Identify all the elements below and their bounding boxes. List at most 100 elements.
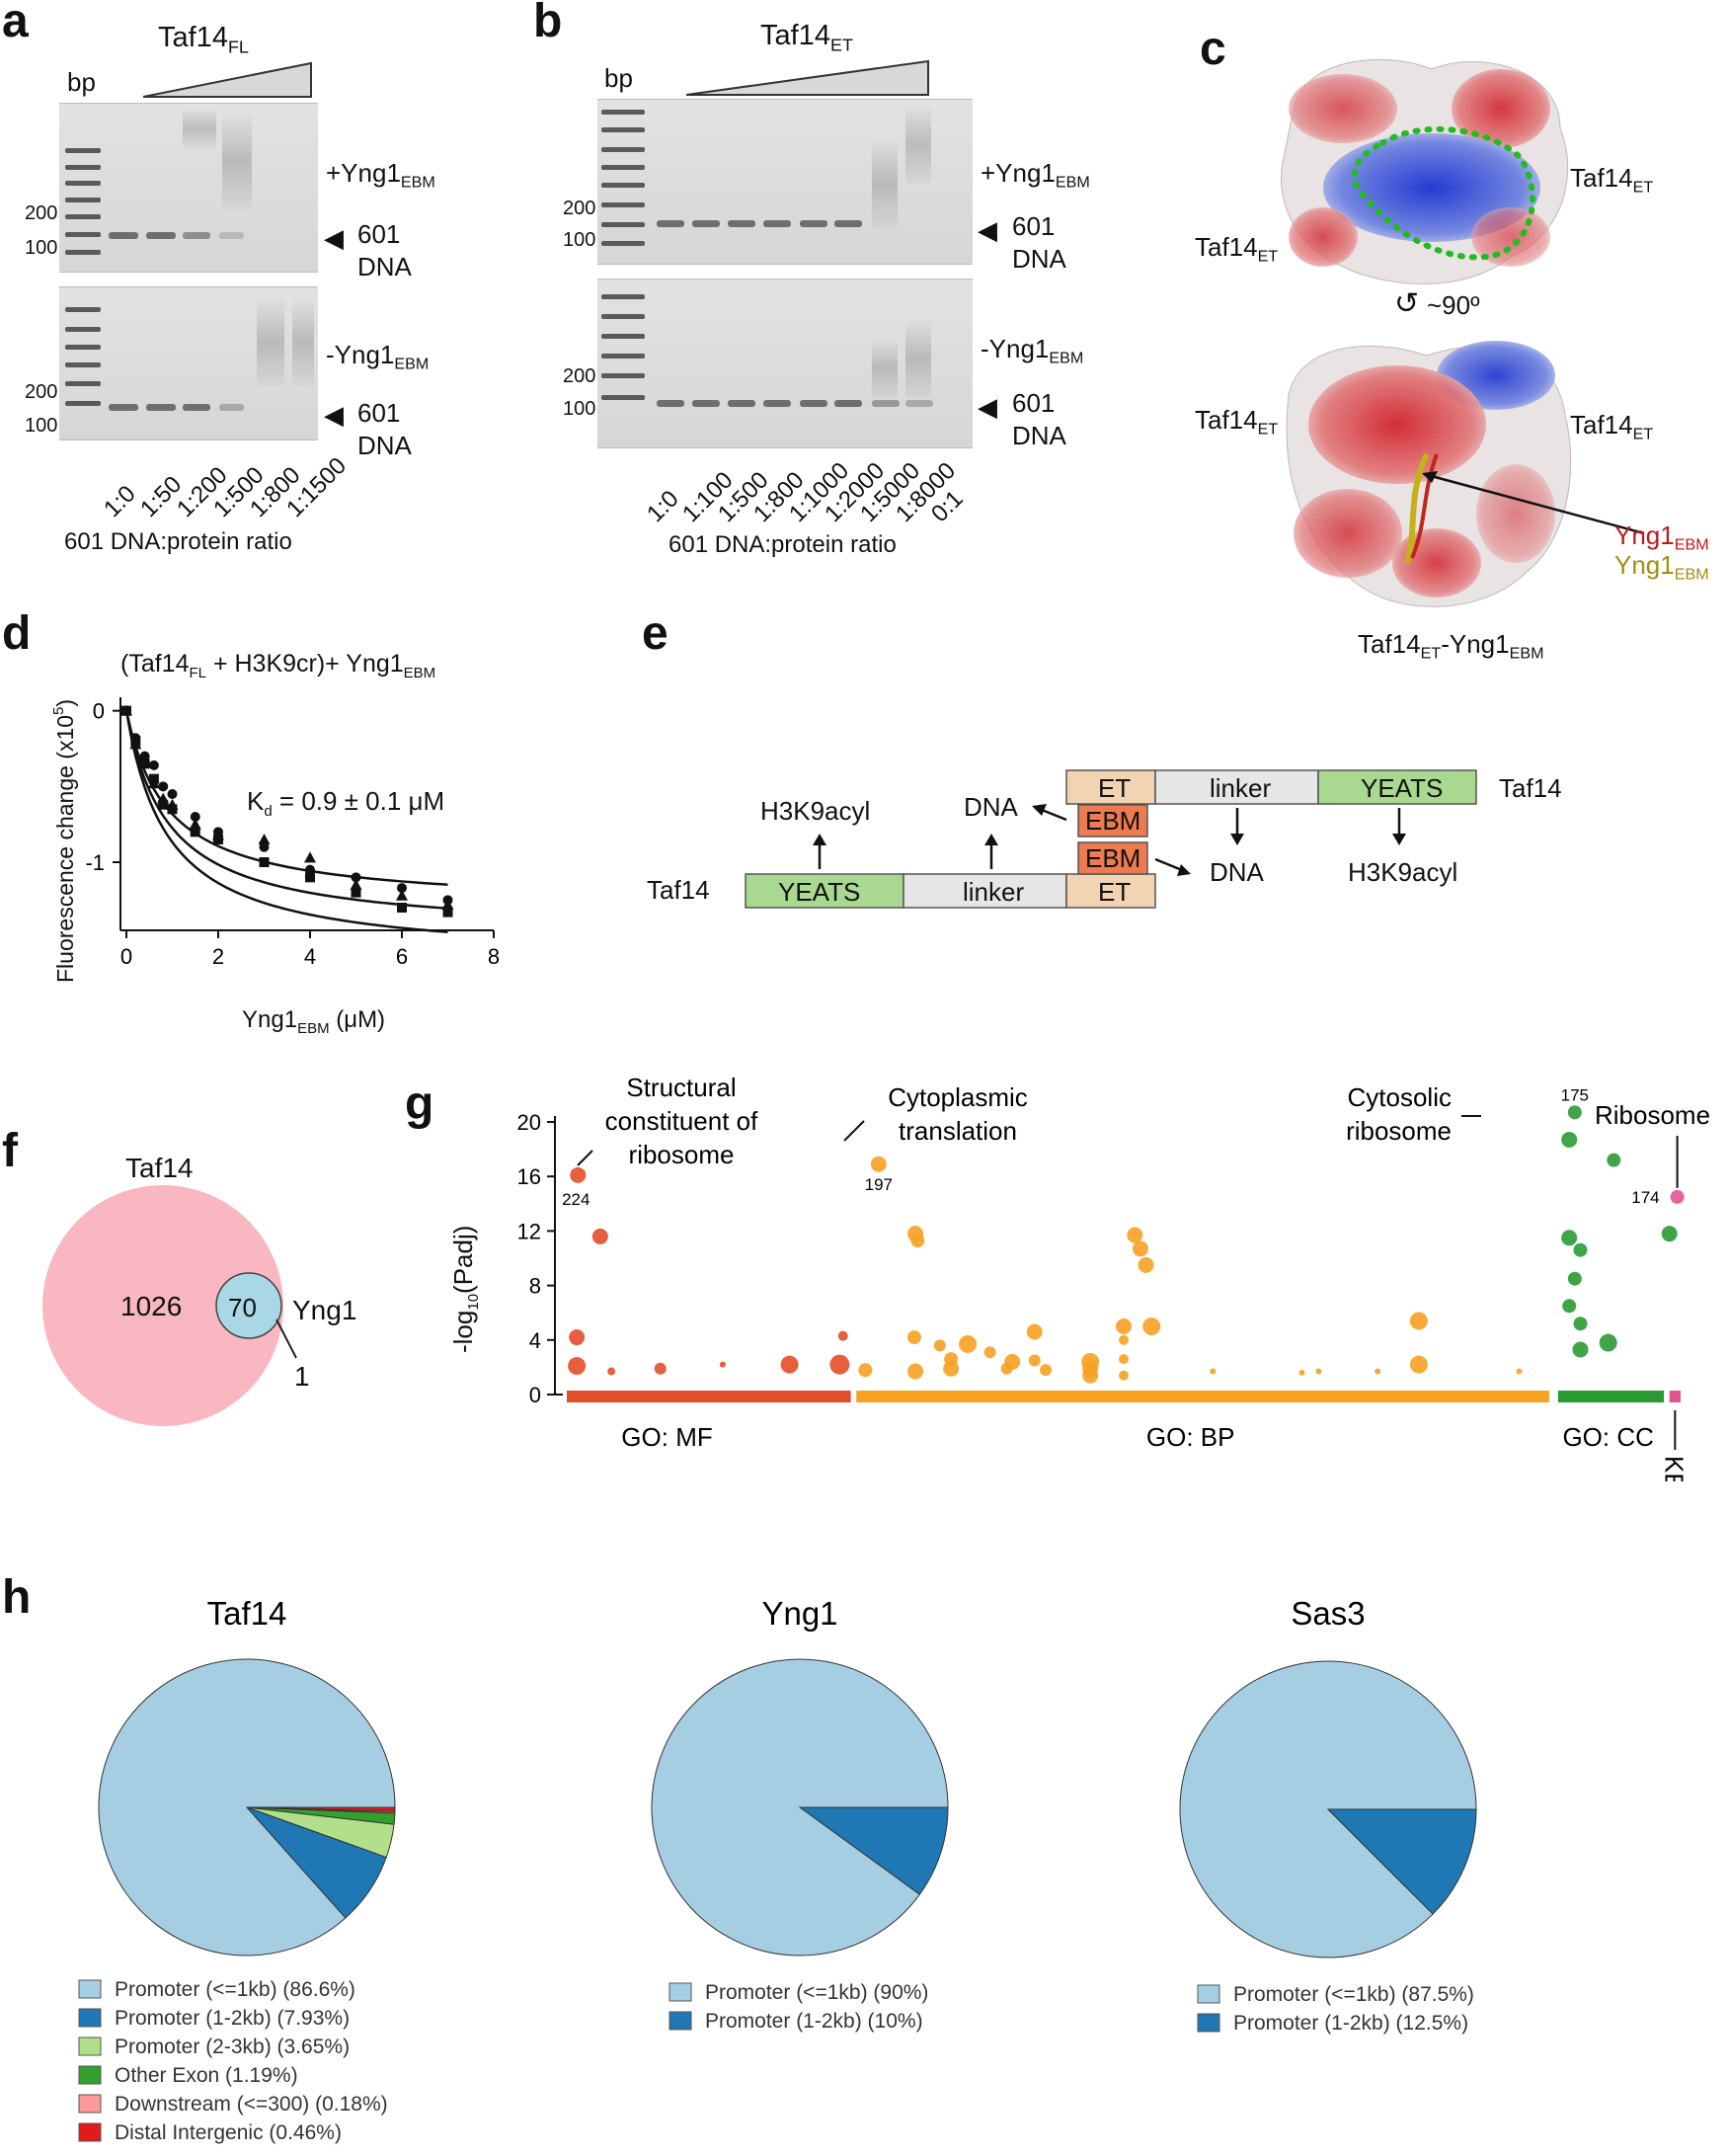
g-point [719, 1361, 726, 1368]
panel-b-bottom-arrow: ◀ [978, 392, 997, 422]
d-y-label: Fluorescence change (x105) [50, 699, 78, 983]
panel-c-label-bottom-left: Taf14ET [1195, 405, 1279, 439]
panel-e-taf14-bottom: Taf14 [647, 875, 710, 905]
d-x-tick-label: 8 [488, 944, 500, 969]
panel-a-bottom-dna: DNA [357, 431, 412, 460]
panel-b-bottom-dna: DNA [1012, 421, 1066, 450]
venn-taf14-circle [42, 1185, 283, 1426]
g-point [1026, 1323, 1043, 1340]
h-legend-label: Distal Intergenic (0.46%) [115, 2121, 342, 2144]
panel-b-bp: bp [604, 63, 633, 93]
panel-c-surface-top [1281, 58, 1569, 284]
panel-d-label: d [2, 607, 32, 660]
d-fit-curve [124, 710, 448, 933]
panel-d-chart: 0 2 4 6 8 0 -1 (Taf14FL + H3K9cr)+ Yng1EBM Kd = … [50, 650, 500, 1037]
g-category-label: GO: CC [1562, 1422, 1653, 1452]
g-category-bar [1557, 1391, 1665, 1402]
g-point [1028, 1354, 1041, 1367]
panel-e-et-bottom: ET [1098, 877, 1132, 907]
panel-a-top-arrow: ◀ [324, 223, 344, 253]
g-y-tick-label: 20 [517, 1110, 541, 1135]
h-legend-label: Other Exon (1.19%) [115, 2064, 298, 2087]
g-y-tick-label: 12 [517, 1219, 541, 1243]
panel-e-taf14-top: Taf14 [1499, 773, 1562, 803]
panel-a-gel-top [59, 103, 318, 273]
g-point [870, 1156, 887, 1172]
d-point-rep2 [397, 903, 407, 913]
g-point [591, 1228, 608, 1244]
h-legend-swatch [78, 2065, 102, 2085]
g-point [1040, 1364, 1053, 1377]
g-point [1661, 1226, 1678, 1242]
panel-c-caption: Taf14ET-Yng1EBM [1358, 629, 1544, 663]
g-point [910, 1234, 925, 1248]
panel-h-chart: Taf14 Promoter (<=1kb) (86.6%) Promoter (1… [78, 1595, 1477, 2144]
g-annotation-text: Cytosolic [1348, 1082, 1452, 1112]
d-point-rep1 [158, 781, 169, 792]
g-point [1142, 1318, 1161, 1335]
g-point [1573, 1242, 1588, 1257]
d-point-rep2 [442, 907, 453, 918]
d-point-rep2 [158, 799, 169, 810]
panel-b-bottom-601: 601 [1012, 388, 1056, 418]
h-legend-swatch [1197, 2013, 1220, 2033]
g-annotation-value: 224 [562, 1190, 589, 1209]
panel-c-yng-red: Yng1EBM [1614, 520, 1709, 554]
g-annotation-value: 197 [865, 1175, 893, 1194]
g-annotation-text: translation [899, 1116, 1017, 1146]
h-pie-slice [98, 1658, 396, 1956]
g-category-bar [567, 1391, 851, 1402]
panel-e-h3-right: H3K9acyl [1348, 857, 1458, 887]
panel-e-linker-bottom: linker [963, 877, 1025, 907]
panel-f-label: f [2, 1125, 18, 1177]
d-point-rep3 [212, 829, 224, 840]
panel-a-xlabel: 601 DNA:protein ratio [64, 528, 292, 555]
g-point [1599, 1333, 1617, 1352]
d-point-rep3 [166, 798, 179, 810]
g-annotation-text: Ribosome [1595, 1100, 1710, 1130]
h-pie-title: Taf14 [207, 1595, 287, 1632]
panel-b-xlabel: 601 DNA:protein ratio [668, 531, 897, 558]
d-point-rep3 [138, 753, 151, 764]
g-point [1409, 1312, 1428, 1330]
h-legend-swatch [668, 2011, 692, 2031]
venn-taf14-label: Taf14 [125, 1153, 194, 1183]
g-point [1138, 1256, 1154, 1273]
d-point-rep3 [157, 792, 170, 804]
panel-a-ratio-label: 1:0 [99, 480, 141, 523]
g-point [1561, 1230, 1578, 1246]
panel-e-dna-left: DNA [964, 792, 1018, 822]
d-point-rep3 [189, 818, 201, 830]
h-pie-slice [1326, 1808, 1477, 1915]
g-point [1119, 1334, 1129, 1345]
g-point [1607, 1153, 1621, 1167]
d-point-rep3 [147, 777, 160, 789]
panel-e-dna-right: DNA [1210, 857, 1264, 887]
panel-e-et-top: ET [1098, 773, 1132, 803]
g-annotation-text: ribosome [1346, 1116, 1452, 1146]
g-annotation-text: Cytoplasmic [888, 1082, 1028, 1112]
d-kd-annotation: Kd = 0.9 ± 0.1 μM [247, 786, 444, 820]
h-legend-swatch [78, 2122, 102, 2142]
panel-c-label: c [1200, 23, 1226, 75]
panel-a-bottom-100: 100 [25, 415, 58, 437]
g-point [1127, 1227, 1143, 1243]
g-category-label: GO: MF [621, 1422, 712, 1452]
panel-c-rotation-icon: ↺ [1394, 287, 1420, 320]
h-legend-label: Promoter (1-2kb) (10%) [705, 2010, 923, 2033]
panel-a-gel-bottom [59, 286, 318, 440]
panel-c-label-bottom-right: Taf14ET [1570, 410, 1654, 443]
panel-a-top-601: 601 [357, 219, 401, 249]
panel-b-bottom-label: -Yng1EBM [981, 334, 1084, 367]
g-y-label: -log10(Padj) [448, 1226, 482, 1353]
h-legend-label: Downstream (<=300) (0.18%) [115, 2093, 388, 2116]
d-point-rep2 [351, 887, 361, 898]
g-point [654, 1362, 667, 1375]
panel-e-label: e [642, 607, 668, 660]
g-point [1516, 1368, 1523, 1375]
panel-b-top-601: 601 [1012, 211, 1056, 241]
g-point [1572, 1341, 1589, 1358]
g-point [907, 1363, 924, 1380]
g-point [1573, 1317, 1588, 1331]
g-point [570, 1166, 587, 1183]
